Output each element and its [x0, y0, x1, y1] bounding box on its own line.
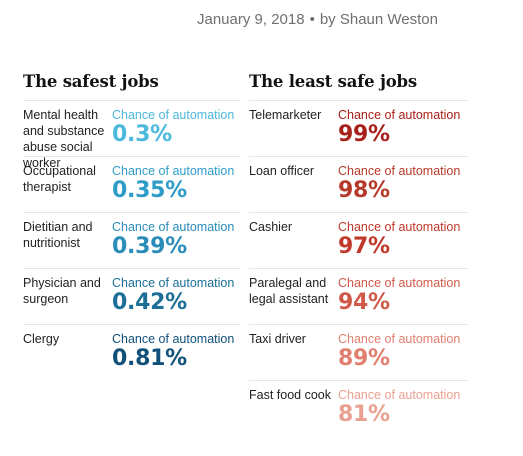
- job-name: Loan officer: [249, 164, 315, 178]
- chance-label: Chance of automation: [112, 220, 235, 234]
- unsafe-job-row: Loan officer Chance of automation 98%: [249, 156, 467, 212]
- unsafe-job-row: Cashier Chance of automation 97%: [249, 212, 467, 268]
- chance-label: Chance of automation: [112, 108, 235, 122]
- automation-percentage: 0.35%: [112, 178, 187, 203]
- chance-label: Chance of automation: [338, 332, 461, 346]
- automation-percentage: 97%: [338, 234, 390, 259]
- automation-percentage: 94%: [338, 290, 390, 315]
- automation-percentage: 0.42%: [112, 290, 187, 315]
- chance-label: Chance of automation: [112, 276, 235, 290]
- automation-percentage: 81%: [338, 402, 390, 427]
- job-name: Clergy: [23, 332, 60, 346]
- automation-percentage: 89%: [338, 346, 390, 371]
- chance-label: Chance of automation: [112, 332, 235, 346]
- unsafe-job-row: Fast food cook Chance of automation 81%: [249, 380, 467, 436]
- safe-job-row: Physician and surgeon Chance of automati…: [23, 268, 241, 324]
- job-name: Paralegal and legal assistant: [249, 276, 329, 306]
- least-safe-jobs-column: The least safe jobs Telemarketer Chance …: [249, 70, 467, 436]
- safe-job-row: Dietitian and nutritionist Chance of aut…: [23, 212, 241, 268]
- chance-label: Chance of automation: [338, 388, 461, 402]
- unsafe-job-row: Telemarketer Chance of automation 99%: [249, 100, 467, 156]
- unsafe-job-row: Paralegal and legal assistant Chance of …: [249, 268, 467, 324]
- automation-percentage: 98%: [338, 178, 390, 203]
- chance-label: Chance of automation: [338, 164, 461, 178]
- job-name: Physician and surgeon: [23, 276, 101, 306]
- job-name: Taxi driver: [249, 332, 306, 346]
- automation-percentage: 99%: [338, 122, 390, 147]
- job-name: Occupational therapist: [23, 164, 96, 194]
- meta-separator: •: [309, 11, 315, 28]
- safest-jobs-list: Mental health and substance abuse social…: [23, 100, 241, 380]
- job-name: Mental health and substance abuse social…: [23, 108, 105, 170]
- least-safe-jobs-list: Telemarketer Chance of automation 99% Lo…: [249, 100, 467, 436]
- chance-label: Chance of automation: [338, 276, 461, 290]
- safest-jobs-title: The safest jobs: [23, 72, 159, 91]
- safe-job-row: Mental health and substance abuse social…: [23, 100, 241, 170]
- automation-percentage: 0.3%: [112, 122, 172, 147]
- chance-label: Chance of automation: [338, 108, 461, 122]
- job-name: Fast food cook: [249, 388, 331, 402]
- safe-job-row: Occupational therapist Chance of automat…: [23, 156, 241, 212]
- job-name: Dietitian and nutritionist: [23, 220, 93, 250]
- article-meta: January 9, 2018 • by Shaun Weston: [197, 11, 438, 28]
- unsafe-job-row: Taxi driver Chance of automation 89%: [249, 324, 467, 380]
- article-byline: by Shaun Weston: [319, 11, 438, 28]
- safe-job-row: Clergy Chance of automation 0.81%: [23, 324, 241, 380]
- job-name: Telemarketer: [249, 108, 322, 122]
- automation-percentage: 0.39%: [112, 234, 187, 259]
- safest-jobs-column: The safest jobs Mental health and substa…: [23, 70, 241, 380]
- article-date: January 9, 2018: [197, 11, 305, 28]
- chance-label: Chance of automation: [112, 164, 235, 178]
- job-name: Cashier: [249, 220, 293, 234]
- chance-label: Chance of automation: [338, 220, 461, 234]
- least-safe-jobs-title: The least safe jobs: [249, 72, 417, 91]
- automation-percentage: 0.81%: [112, 346, 187, 371]
